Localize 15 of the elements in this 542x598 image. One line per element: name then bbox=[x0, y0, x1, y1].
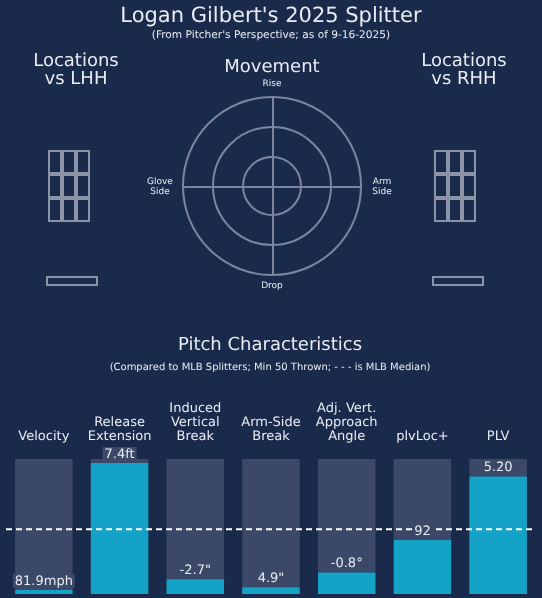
bar bbox=[242, 458, 300, 588]
bar bbox=[90, 463, 149, 594]
bar bbox=[166, 458, 225, 580]
bar bbox=[242, 587, 300, 594]
bar bbox=[317, 572, 376, 594]
text: Pitch Characteristics bbox=[175, 336, 365, 357]
text: Locations vs LHH bbox=[33, 52, 119, 91]
text: Locations vs RHH bbox=[421, 52, 507, 91]
chart-title: Logan Gilbert's 2025 Splitter bbox=[118, 4, 424, 28]
bar bbox=[317, 458, 376, 573]
text: Movement bbox=[224, 58, 320, 78]
bar bbox=[166, 579, 225, 594]
bar bbox=[469, 476, 527, 594]
bar bbox=[393, 539, 452, 594]
bar bbox=[393, 458, 452, 540]
